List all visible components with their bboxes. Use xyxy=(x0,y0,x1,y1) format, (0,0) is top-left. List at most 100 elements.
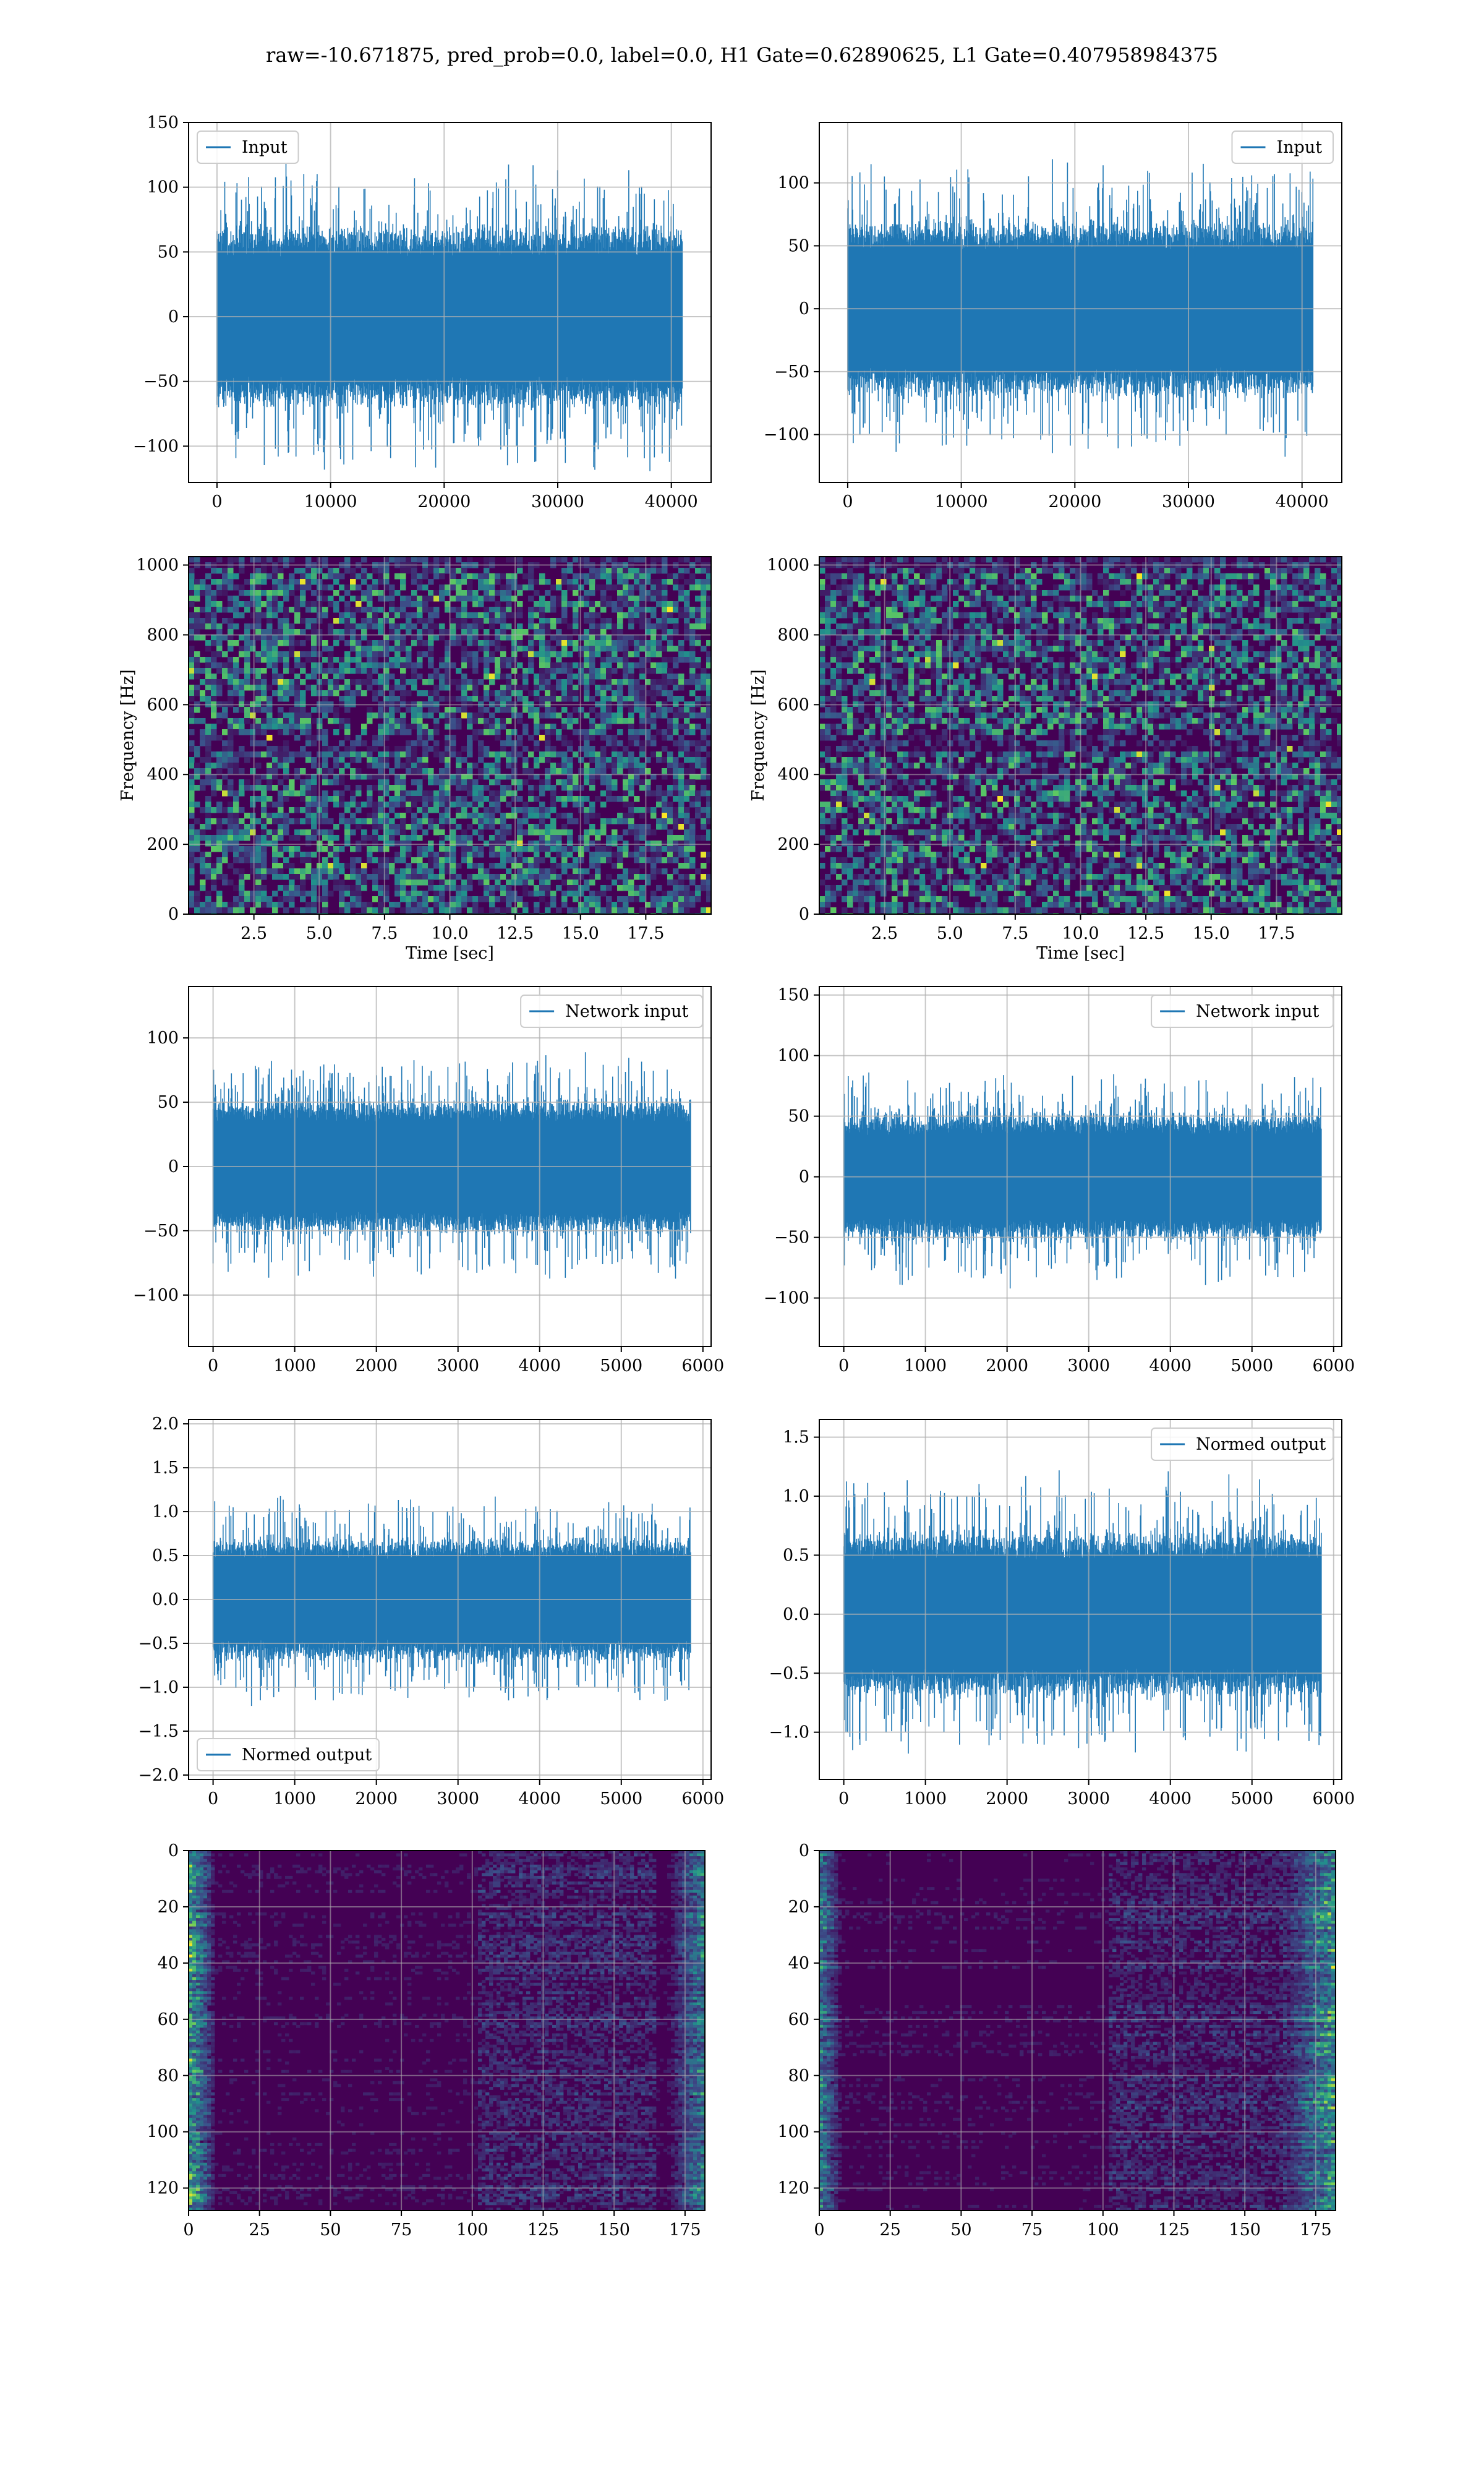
y-tick-label: 100 xyxy=(777,1047,809,1066)
x-tick-label: 5.0 xyxy=(306,924,333,943)
x-tick-label: 17.5 xyxy=(1258,924,1295,943)
y-tick-label: −100 xyxy=(133,1286,179,1305)
y-tick-label: 50 xyxy=(158,242,179,262)
x-tick-label: 2000 xyxy=(355,1789,398,1808)
y-tick-label: 0.0 xyxy=(783,1605,809,1624)
legend: Network input xyxy=(520,995,703,1028)
y-tick-label: 120 xyxy=(777,2179,809,2198)
x-tick-label: 125 xyxy=(1158,2220,1190,2240)
y-tick-label: 800 xyxy=(147,625,179,644)
x-tick-label: 2.5 xyxy=(241,924,267,943)
x-tick-label: 3000 xyxy=(1067,1789,1110,1808)
axes-frame xyxy=(188,1850,706,2211)
x-tick-label: 150 xyxy=(1229,2220,1261,2240)
y-tick-label: 0.0 xyxy=(152,1590,179,1609)
x-tick-label: 1000 xyxy=(273,1789,316,1808)
y-tick-label: −1.0 xyxy=(138,1678,179,1697)
y-tick-label: 600 xyxy=(777,695,809,714)
y-tick-label: −50 xyxy=(143,1222,179,1241)
x-tick-label: 0 xyxy=(183,2220,194,2240)
x-tick-label: 20000 xyxy=(417,492,471,511)
x-tick-label: 0 xyxy=(208,1356,218,1376)
gridlines xyxy=(819,122,1342,482)
y-tick-label: 20 xyxy=(158,1898,179,1917)
y-tick-label: 0 xyxy=(799,1168,809,1187)
y-tick-label: 60 xyxy=(788,2010,809,2029)
x-tick-label: 100 xyxy=(456,2220,488,2240)
x-tick-label: 0 xyxy=(838,1356,849,1376)
y-tick-label: −2.0 xyxy=(138,1766,179,1785)
y-tick-label: −1.0 xyxy=(769,1723,809,1742)
x-tick-label: 6000 xyxy=(681,1789,724,1808)
y-tick-label: 150 xyxy=(777,986,809,1005)
x-tick-label: 0 xyxy=(211,492,222,511)
x-tick-label: 0 xyxy=(814,2220,824,2240)
x-tick-label: 175 xyxy=(669,2220,701,2240)
y-tick-label: 0 xyxy=(168,1157,179,1176)
y-tick-label: −100 xyxy=(764,426,809,445)
panel-row2-right: 2.5 5.0 7.5 10.0 12.5 15.0 17.5 0 200 400 600 800 10… xyxy=(749,556,1342,963)
y-tick-label: −1.5 xyxy=(138,1722,179,1741)
y-tick-label: 100 xyxy=(147,1029,179,1048)
panel-row3-left: 0 1000 2000 3000 4000 5000 6000 −100 −50 0 50 100 Ne… xyxy=(133,986,724,1376)
y-axis-label: Frequency [Hz] xyxy=(118,669,137,801)
x-tick-label: 1000 xyxy=(904,1356,947,1376)
x-tick-label: 10000 xyxy=(935,492,988,511)
legend-label: Input xyxy=(242,138,288,157)
y-tick-label: 20 xyxy=(788,1898,809,1917)
y-tick-label: 40 xyxy=(158,1954,179,1973)
x-tick-label: 4000 xyxy=(518,1789,561,1808)
y-tick-label: 1000 xyxy=(136,556,179,575)
y-tick-label: 120 xyxy=(147,2179,179,2198)
x-tick-label: 4000 xyxy=(1149,1356,1192,1376)
y-tick-label: 50 xyxy=(158,1093,179,1112)
y-tick-label: 0.5 xyxy=(783,1546,809,1565)
axes-frame xyxy=(819,986,1342,1347)
heatmap-image xyxy=(819,1851,1336,2211)
x-tick-label: 1000 xyxy=(273,1356,316,1376)
x-tick-label: 0 xyxy=(838,1789,849,1808)
x-tick-label: 125 xyxy=(527,2220,560,2240)
y-axis-label: Frequency [Hz] xyxy=(749,669,768,801)
x-tick-label: 5000 xyxy=(1230,1356,1273,1376)
y-tick-label: 0 xyxy=(799,299,809,319)
panel-row5-right: 0 25 50 75 100 125 150 175 0 20 40 60 80 100 120 xyxy=(777,1841,1336,2240)
y-tick-label: 80 xyxy=(158,2066,179,2086)
x-tick-label: 4000 xyxy=(518,1356,561,1376)
x-tick-label: 100 xyxy=(1087,2220,1119,2240)
x-tick-label: 2000 xyxy=(986,1356,1028,1376)
y-tick-label: 60 xyxy=(158,2010,179,2029)
x-tick-label: 5000 xyxy=(1230,1789,1273,1808)
panel-row1-left: 0 10000 20000 30000 40000 −100 −50 0 50 100 150 Inp… xyxy=(133,113,712,511)
y-tick-label: −0.5 xyxy=(769,1664,809,1683)
x-tick-label: 5000 xyxy=(600,1356,642,1376)
y-tick-label: 0.5 xyxy=(152,1546,179,1565)
x-tick-label: 25 xyxy=(249,2220,270,2240)
y-tick-label: 0 xyxy=(799,905,809,924)
y-tick-label: 1.5 xyxy=(152,1458,179,1478)
x-tick-label: 30000 xyxy=(531,492,584,511)
x-tick-label: 2000 xyxy=(986,1789,1028,1808)
legend-label: Network input xyxy=(565,1002,688,1021)
y-tick-label: 50 xyxy=(788,236,809,255)
panel-row5-left: 0 25 50 75 100 125 150 175 0 20 40 60 80 100 120 xyxy=(147,1841,706,2240)
y-tick-label: 40 xyxy=(788,1954,809,1973)
heatmap-image xyxy=(189,1851,705,2211)
y-tick-label: 150 xyxy=(147,113,179,132)
y-tick-label: −50 xyxy=(774,362,809,382)
x-tick-label: 17.5 xyxy=(627,924,664,943)
y-tick-label: 600 xyxy=(147,695,179,714)
x-tick-label: 150 xyxy=(598,2220,630,2240)
x-tick-label: 40000 xyxy=(645,492,698,511)
panel-row1-right: 0 10000 20000 30000 40000 −100 −50 0 50 100 Input xyxy=(764,122,1342,511)
y-tick-label: 1.5 xyxy=(783,1428,809,1447)
x-tick-label: 4000 xyxy=(1149,1789,1192,1808)
y-tick-label: 1.0 xyxy=(152,1502,179,1522)
y-tick-label: −0.5 xyxy=(138,1634,179,1653)
gridlines xyxy=(189,557,711,915)
x-tick-label: 3000 xyxy=(1067,1356,1110,1376)
x-tick-label: 15.0 xyxy=(1193,924,1230,943)
panel-row3-right: 0 1000 2000 3000 4000 5000 6000 −100 −50 0 50 100 15… xyxy=(764,986,1355,1376)
legend-label: Normed output xyxy=(1196,1435,1326,1454)
